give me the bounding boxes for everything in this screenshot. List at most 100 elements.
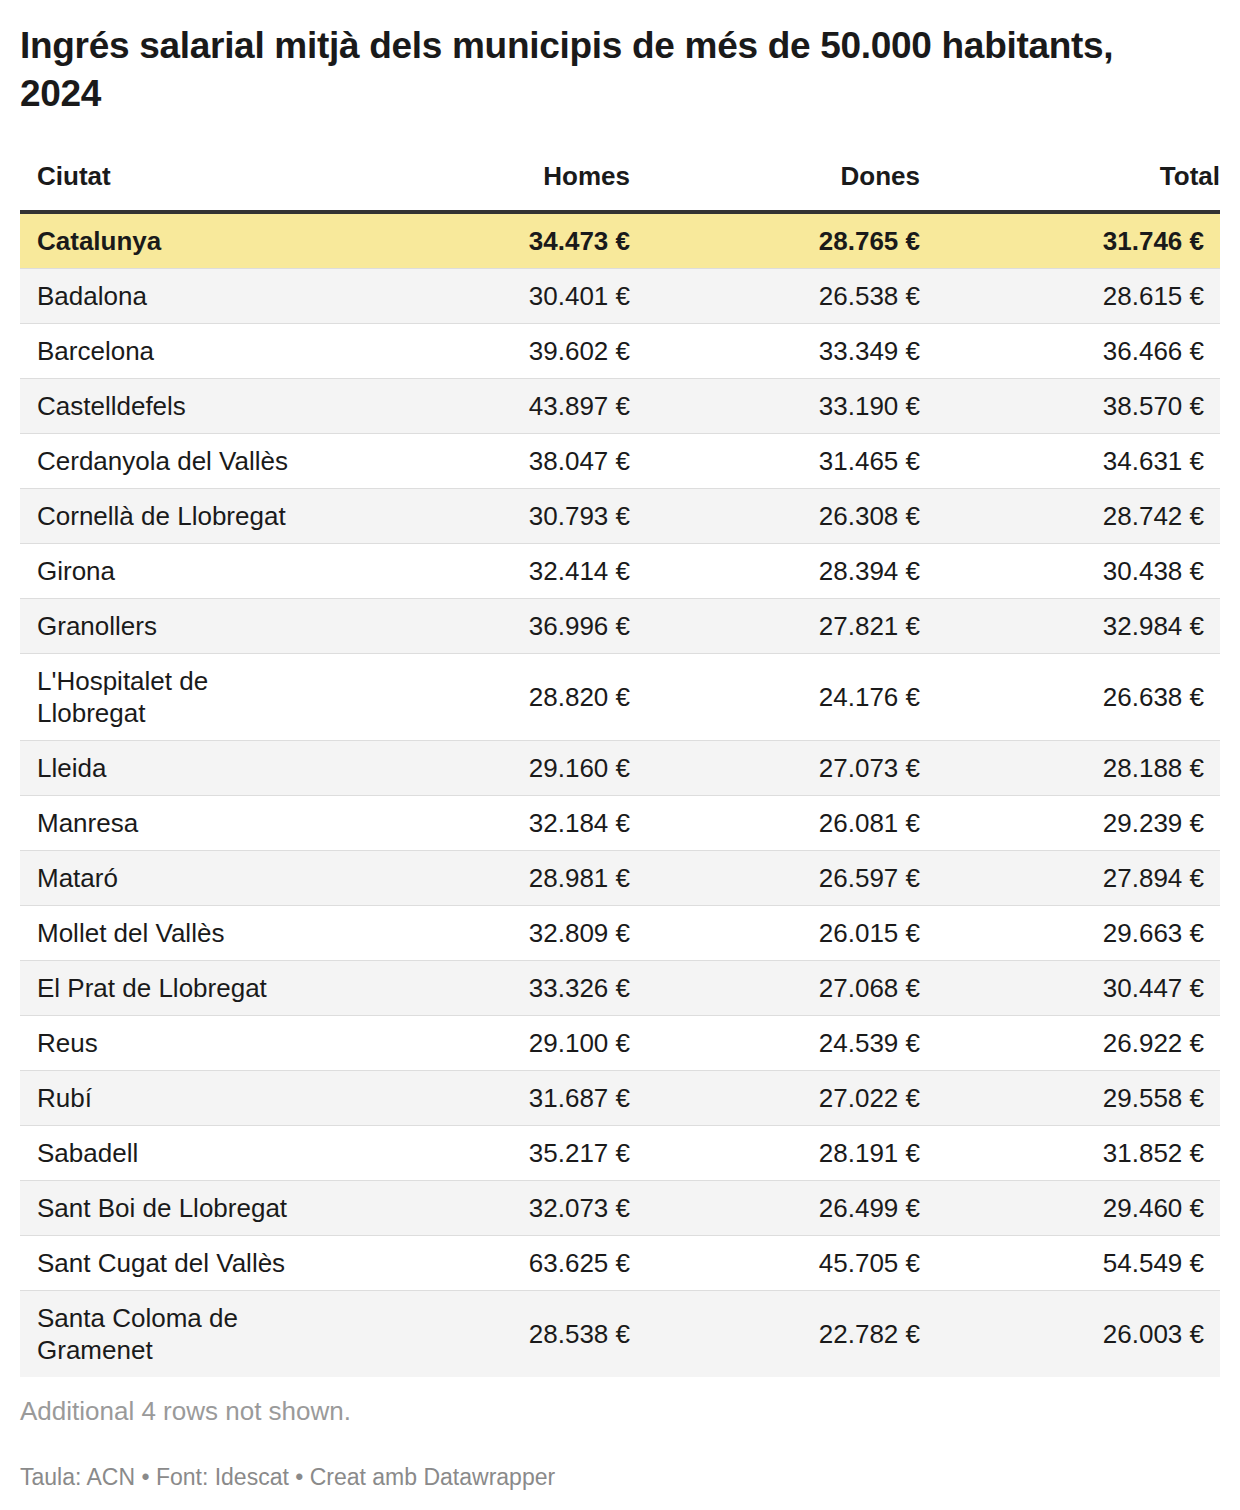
salary-table: Ciutat Homes Dones Total Catalunya34.473… xyxy=(20,148,1220,1377)
homes-value-cell: 32.073 € xyxy=(320,1181,630,1236)
homes-value-cell: 29.160 € xyxy=(320,741,630,796)
table-row: Santa Coloma de Gramenet28.538 €22.782 €… xyxy=(20,1291,1220,1378)
city-cell: Girona xyxy=(20,544,320,599)
city-cell: Manresa xyxy=(20,796,320,851)
table-row: Lleida29.160 €27.073 €28.188 € xyxy=(20,741,1220,796)
total-value-cell: 32.984 € xyxy=(920,599,1220,654)
homes-value-cell: 35.217 € xyxy=(320,1126,630,1181)
city-cell: Sant Boi de Llobregat xyxy=(20,1181,320,1236)
dones-value-cell: 26.081 € xyxy=(630,796,920,851)
dones-value-cell: 26.015 € xyxy=(630,906,920,961)
homes-value-cell: 38.047 € xyxy=(320,434,630,489)
dones-value-cell: 24.176 € xyxy=(630,654,920,741)
city-cell: Cornellà de Llobregat xyxy=(20,489,320,544)
table-row: Reus29.100 €24.539 €26.922 € xyxy=(20,1016,1220,1071)
rows-not-shown-note: Additional 4 rows not shown. xyxy=(20,1395,1220,1427)
table-row: Sant Boi de Llobregat32.073 €26.499 €29.… xyxy=(20,1181,1220,1236)
homes-value-cell: 33.326 € xyxy=(320,961,630,1016)
column-header-ciutat: Ciutat xyxy=(20,148,320,212)
credits-line: Taula: ACN • Font: Idescat • Creat amb D… xyxy=(20,1463,1220,1491)
homes-value-cell: 28.820 € xyxy=(320,654,630,741)
table-row: L'Hospitalet de Llobregat28.820 €24.176 … xyxy=(20,654,1220,741)
total-value-cell: 31.746 € xyxy=(920,212,1220,269)
dones-value-cell: 26.597 € xyxy=(630,851,920,906)
total-value-cell: 30.447 € xyxy=(920,961,1220,1016)
header-row: Ciutat Homes Dones Total xyxy=(20,148,1220,212)
city-cell: Santa Coloma de Gramenet xyxy=(20,1291,320,1378)
total-value-cell: 28.742 € xyxy=(920,489,1220,544)
city-cell: Sant Cugat del Vallès xyxy=(20,1236,320,1291)
dones-value-cell: 26.308 € xyxy=(630,489,920,544)
total-value-cell: 38.570 € xyxy=(920,379,1220,434)
total-value-cell: 54.549 € xyxy=(920,1236,1220,1291)
total-value-cell: 28.188 € xyxy=(920,741,1220,796)
table-row: Sant Cugat del Vallès63.625 €45.705 €54.… xyxy=(20,1236,1220,1291)
total-value-cell: 29.239 € xyxy=(920,796,1220,851)
total-value-cell: 26.638 € xyxy=(920,654,1220,741)
dones-value-cell: 26.538 € xyxy=(630,269,920,324)
homes-value-cell: 31.687 € xyxy=(320,1071,630,1126)
dones-value-cell: 28.765 € xyxy=(630,212,920,269)
table-row: Girona32.414 €28.394 €30.438 € xyxy=(20,544,1220,599)
homes-value-cell: 34.473 € xyxy=(320,212,630,269)
city-cell: Cerdanyola del Vallès xyxy=(20,434,320,489)
table-body: Catalunya34.473 €28.765 €31.746 €Badalon… xyxy=(20,212,1220,1377)
table-row: Mollet del Vallès32.809 €26.015 €29.663 … xyxy=(20,906,1220,961)
city-cell: Catalunya xyxy=(20,212,320,269)
dones-value-cell: 45.705 € xyxy=(630,1236,920,1291)
total-value-cell: 31.852 € xyxy=(920,1126,1220,1181)
dones-value-cell: 33.190 € xyxy=(630,379,920,434)
dones-value-cell: 27.821 € xyxy=(630,599,920,654)
homes-value-cell: 36.996 € xyxy=(320,599,630,654)
table-row: Granollers36.996 €27.821 €32.984 € xyxy=(20,599,1220,654)
city-cell: Lleida xyxy=(20,741,320,796)
homes-value-cell: 63.625 € xyxy=(320,1236,630,1291)
total-value-cell: 29.460 € xyxy=(920,1181,1220,1236)
table-row: Mataró28.981 €26.597 €27.894 € xyxy=(20,851,1220,906)
homes-value-cell: 43.897 € xyxy=(320,379,630,434)
table-row: Manresa32.184 €26.081 €29.239 € xyxy=(20,796,1220,851)
chart-title: Ingrés salarial mitjà dels municipis de … xyxy=(20,22,1130,118)
city-cell: Barcelona xyxy=(20,324,320,379)
homes-value-cell: 28.538 € xyxy=(320,1291,630,1378)
homes-value-cell: 32.809 € xyxy=(320,906,630,961)
column-header-total: Total xyxy=(920,148,1220,212)
table-row: Cerdanyola del Vallès38.047 €31.465 €34.… xyxy=(20,434,1220,489)
dones-value-cell: 27.073 € xyxy=(630,741,920,796)
total-value-cell: 28.615 € xyxy=(920,269,1220,324)
dones-value-cell: 33.349 € xyxy=(630,324,920,379)
city-cell: Sabadell xyxy=(20,1126,320,1181)
table-row: Castelldefels43.897 €33.190 €38.570 € xyxy=(20,379,1220,434)
total-value-cell: 34.631 € xyxy=(920,434,1220,489)
column-header-homes: Homes xyxy=(320,148,630,212)
city-cell: Mataró xyxy=(20,851,320,906)
city-cell: Badalona xyxy=(20,269,320,324)
city-cell: El Prat de Llobregat xyxy=(20,961,320,1016)
dones-value-cell: 22.782 € xyxy=(630,1291,920,1378)
homes-value-cell: 28.981 € xyxy=(320,851,630,906)
city-cell: Granollers xyxy=(20,599,320,654)
total-value-cell: 26.003 € xyxy=(920,1291,1220,1378)
city-cell: Castelldefels xyxy=(20,379,320,434)
city-cell: Mollet del Vallès xyxy=(20,906,320,961)
table-row-highlight: Catalunya34.473 €28.765 €31.746 € xyxy=(20,212,1220,269)
dones-value-cell: 27.022 € xyxy=(630,1071,920,1126)
homes-value-cell: 39.602 € xyxy=(320,324,630,379)
table-row: Rubí31.687 €27.022 €29.558 € xyxy=(20,1071,1220,1126)
homes-value-cell: 30.793 € xyxy=(320,489,630,544)
dones-value-cell: 28.191 € xyxy=(630,1126,920,1181)
table-row: El Prat de Llobregat33.326 €27.068 €30.4… xyxy=(20,961,1220,1016)
city-cell: L'Hospitalet de Llobregat xyxy=(20,654,320,741)
total-value-cell: 27.894 € xyxy=(920,851,1220,906)
total-value-cell: 36.466 € xyxy=(920,324,1220,379)
total-value-cell: 26.922 € xyxy=(920,1016,1220,1071)
table-row: Badalona30.401 €26.538 €28.615 € xyxy=(20,269,1220,324)
column-header-dones: Dones xyxy=(630,148,920,212)
dones-value-cell: 26.499 € xyxy=(630,1181,920,1236)
dones-value-cell: 24.539 € xyxy=(630,1016,920,1071)
city-cell: Rubí xyxy=(20,1071,320,1126)
city-cell: Reus xyxy=(20,1016,320,1071)
total-value-cell: 29.663 € xyxy=(920,906,1220,961)
total-value-cell: 29.558 € xyxy=(920,1071,1220,1126)
table-row: Barcelona39.602 €33.349 €36.466 € xyxy=(20,324,1220,379)
